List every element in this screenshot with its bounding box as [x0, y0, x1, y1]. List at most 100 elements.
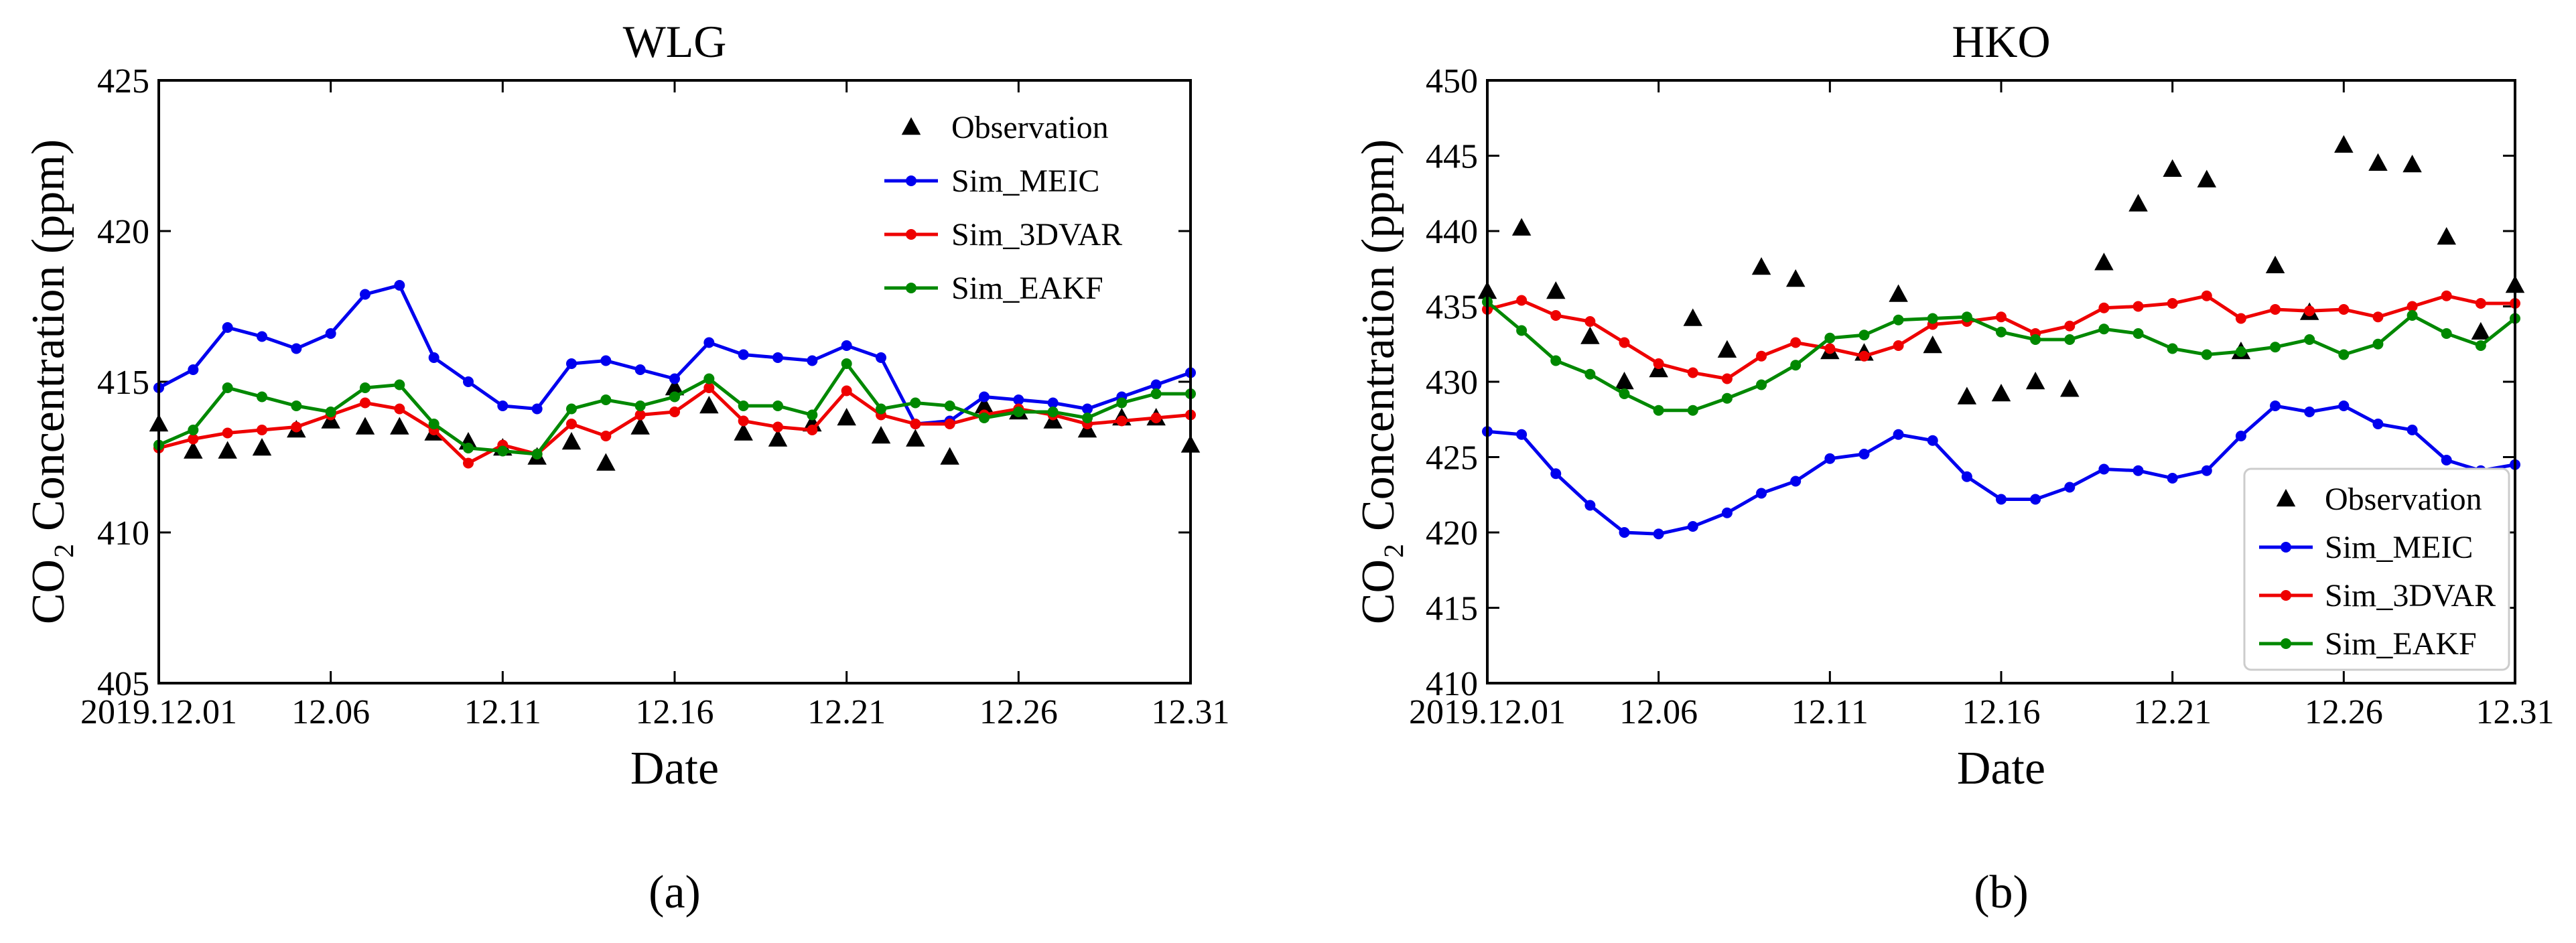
observation-point [2471, 321, 2491, 340]
series-point [841, 358, 852, 369]
y-axis-label-a: CO₂ Concentration (ppm) [23, 139, 74, 624]
x-tick-label: 12.21 [807, 693, 886, 731]
series-point [1013, 407, 1024, 417]
series-point [1721, 373, 1733, 384]
series-point [2372, 419, 2384, 429]
series-point [772, 401, 783, 411]
series-point [634, 401, 646, 411]
series-point [2372, 338, 2384, 350]
series-point [1619, 527, 1630, 538]
series-point [1082, 413, 1093, 423]
series-point [634, 364, 646, 375]
y-tick-label: 435 [1426, 289, 1478, 327]
observation-point [630, 417, 650, 435]
series-point [1721, 392, 1733, 404]
observation-point [1957, 386, 1977, 405]
series-point [2270, 342, 2281, 353]
series-point [669, 391, 680, 403]
series-point [257, 425, 267, 435]
series-point [772, 352, 783, 363]
series-point [669, 407, 680, 417]
x-tick-label: 12.06 [1619, 693, 1698, 731]
observation-point [218, 441, 237, 459]
observation-point [2060, 379, 2080, 397]
series-point [841, 340, 852, 351]
observation-point [665, 378, 685, 396]
series-point [2338, 349, 2350, 360]
observation-point [974, 396, 994, 414]
y-tick-label: 410 [97, 514, 149, 553]
observation-point [355, 417, 375, 435]
observation-point [1889, 284, 1908, 302]
x-tick-label: 12.26 [979, 693, 1058, 731]
series-point [1150, 388, 1162, 399]
y-axis-label-b: CO₂ Concentration (ppm) [1353, 139, 1404, 624]
series-point [257, 391, 267, 403]
series-point [1653, 405, 1664, 416]
series-point [1653, 528, 1664, 540]
series-point [703, 337, 715, 348]
observation-point [1580, 326, 1600, 344]
series-point [188, 364, 199, 375]
series-point [1584, 500, 1596, 511]
x-tick-label: 12.06 [291, 693, 370, 731]
series-sim-meic [1482, 401, 2520, 540]
series-point [2064, 320, 2076, 332]
series-point [1116, 415, 1128, 427]
x-tick-label: 12.16 [1962, 693, 2041, 731]
series-point [1927, 313, 1938, 324]
series-point [2304, 305, 2315, 317]
series-point [463, 457, 474, 469]
series-sim-3dvar [1482, 290, 2520, 384]
series-point [738, 401, 749, 411]
legend-b: Observation Sim_MEIC Sim_3DVAR Sim_EAKF [2243, 467, 2510, 671]
series-point [531, 403, 543, 415]
series-point [2098, 302, 2110, 313]
observation-point [2197, 169, 2217, 188]
observation-point [1683, 308, 1703, 326]
series-point [566, 419, 577, 429]
x-tick-label: 12.16 [636, 693, 714, 731]
series-point [2304, 334, 2315, 345]
series-point [1927, 435, 1938, 446]
series-point [1047, 397, 1059, 409]
series-point [497, 445, 509, 457]
series-point [944, 419, 955, 429]
panel-label-b: (b) [1974, 867, 2029, 918]
legend-swatch-observation [901, 117, 921, 135]
observation-point [1991, 384, 2011, 402]
series-point [1790, 476, 1802, 487]
observation-point [837, 408, 856, 426]
series-point [1824, 453, 1836, 464]
series-point [876, 403, 886, 415]
series-point [2167, 473, 2178, 484]
series-point [669, 373, 680, 384]
series-point [2235, 431, 2246, 441]
series-point [1150, 413, 1162, 423]
observation-point [252, 438, 272, 456]
plot-frame-a [157, 79, 1192, 684]
series-point [1893, 340, 1904, 351]
series-point [2030, 494, 2041, 505]
y-tick-label: 430 [1426, 364, 1478, 402]
series-point [2475, 340, 2486, 351]
series-point [807, 409, 818, 421]
series-point [291, 343, 302, 354]
series-point [1619, 388, 1630, 399]
series-point [2098, 463, 2110, 475]
series-point [1550, 468, 1562, 480]
series-point [325, 328, 336, 339]
observation-point [734, 423, 753, 441]
series-point [600, 355, 612, 366]
series-point [394, 280, 405, 291]
y-tick-label: 420 [97, 213, 149, 251]
series-point [1653, 358, 1664, 369]
series-sim-meic [153, 280, 1196, 429]
series-point [634, 409, 646, 421]
observation-point [1511, 218, 1532, 236]
series-point [1550, 355, 1562, 366]
series-point [1756, 350, 1767, 362]
series-point [1116, 397, 1128, 409]
series-point [876, 352, 886, 363]
